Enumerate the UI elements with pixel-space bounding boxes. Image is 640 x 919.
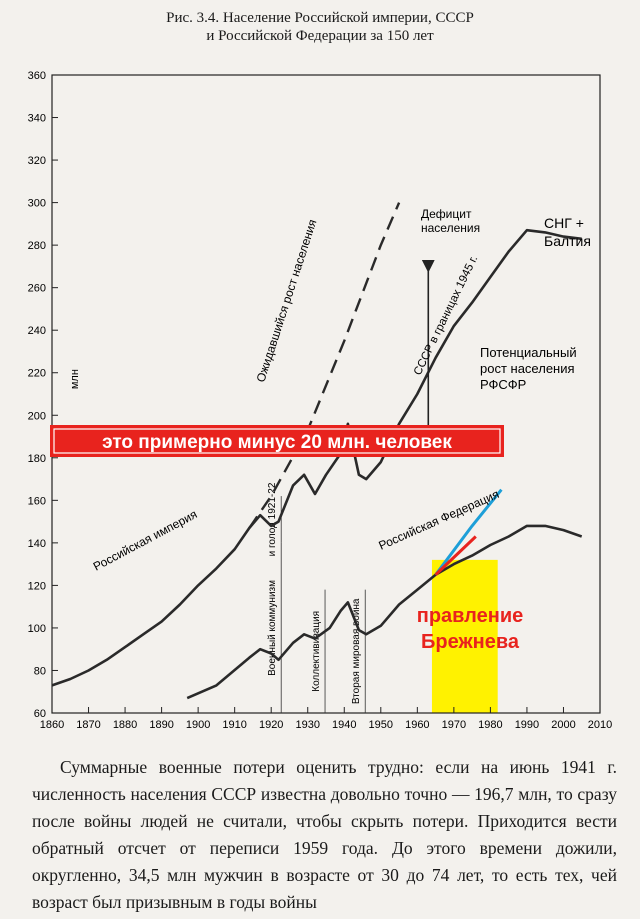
y-tick-label: 140 [28, 538, 46, 550]
series-rf-line [186, 524, 583, 700]
population-chart: 60 80 100 120 140 160 180 200 220 240 260 280 300 320… [28, 70, 613, 731]
y-tick-label: 260 [28, 283, 46, 295]
y-tick-label: 80 [34, 665, 46, 677]
figure-caption: Рис. 3.4. Население Российской империи, … [0, 9, 640, 45]
series-empire-ussr-line [51, 228, 582, 687]
y-tick-label: 100 [28, 623, 46, 635]
brezhnev-highlight [431, 559, 498, 713]
label-potential-2: рост населения [480, 361, 575, 376]
red-banner-inner-border [53, 428, 501, 454]
x-tick-label: 1910 [222, 719, 246, 731]
x-tick-label: 1990 [515, 719, 539, 731]
label-empire: Российская империя [91, 507, 200, 574]
y-tick-label: 180 [28, 453, 46, 465]
event-label: и голод 1921-22 [267, 482, 278, 556]
caption-line-1: Рис. 3.4. Население Российской империи, … [166, 10, 474, 26]
x-tick-label: 2010 [588, 719, 612, 731]
label-cis-2: Балтия [544, 233, 591, 249]
y-tick-label: 320 [28, 155, 46, 167]
y-tick-label: 160 [28, 495, 46, 507]
x-tick-label: 1880 [113, 719, 137, 731]
x-tick-label: 1980 [478, 719, 502, 731]
caption-line-2: и Российской Федерации за 150 лет [206, 28, 434, 44]
plot-frame [51, 74, 601, 714]
label-deficit-2: населения [421, 221, 480, 235]
x-tick-label: 1930 [295, 719, 319, 731]
label-potential-1: Потенциальный [480, 345, 577, 360]
label-cis-1: СНГ + [544, 215, 584, 231]
x-tick-label: 1960 [405, 719, 429, 731]
x-tick-label: 1870 [76, 719, 100, 731]
y-tick-label: 60 [34, 708, 46, 720]
x-tick-label: 1940 [332, 719, 356, 731]
event-label: Коллективизация [311, 611, 322, 692]
y-tick-label: 120 [28, 580, 46, 592]
label-brezhnev-2: Брежнева [421, 631, 520, 653]
red-banner-text: это примерно минус 20 млн. человек [102, 432, 452, 453]
x-tick-label: 1900 [186, 719, 210, 731]
event-label: Вторая мировая война [351, 598, 362, 704]
y-tick-label: 200 [28, 410, 46, 422]
body-paragraph: Суммарные военные потери оценить трудно:… [32, 757, 617, 912]
x-tick-label: 2000 [551, 719, 575, 731]
series-expected-line [248, 202, 401, 529]
y-axis-label: млн [69, 369, 81, 389]
y-tick-label: 340 [28, 113, 46, 125]
red-connector-line [434, 535, 477, 576]
red-banner [50, 425, 504, 457]
label-potential-3: РФСФР [480, 377, 526, 392]
y-tick-label: 240 [28, 325, 46, 337]
x-tick-label: 1920 [259, 719, 283, 731]
y-tick-label: 300 [28, 198, 46, 210]
label-ussr-1945: СССР в границах 1945 г. [412, 254, 480, 377]
y-tick-label: 360 [28, 70, 46, 82]
x-tick-label: 1950 [369, 719, 393, 731]
label-deficit-1: Дефицит [421, 207, 472, 221]
y-tick-label: 220 [28, 368, 46, 380]
y-tick-label: 280 [28, 240, 46, 252]
x-tick-label: 1860 [40, 719, 64, 731]
x-tick-label: 1970 [442, 719, 466, 731]
x-tick-label: 1890 [149, 719, 173, 731]
series-potential-line [434, 488, 503, 576]
label-expected-growth: Ожидавшийся рост населения [254, 218, 320, 384]
label-russian-federation: Российская Федерация [377, 487, 502, 553]
body-text: Суммарные военные потери оценить трудно:… [32, 754, 617, 916]
label-brezhnev-1: правление [417, 605, 524, 627]
event-label: Военный коммунизм [267, 580, 278, 676]
